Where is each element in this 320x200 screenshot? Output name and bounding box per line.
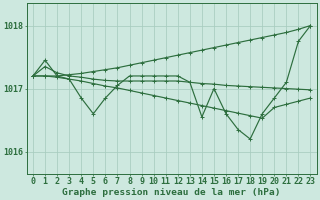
X-axis label: Graphe pression niveau de la mer (hPa): Graphe pression niveau de la mer (hPa) [62,188,281,197]
